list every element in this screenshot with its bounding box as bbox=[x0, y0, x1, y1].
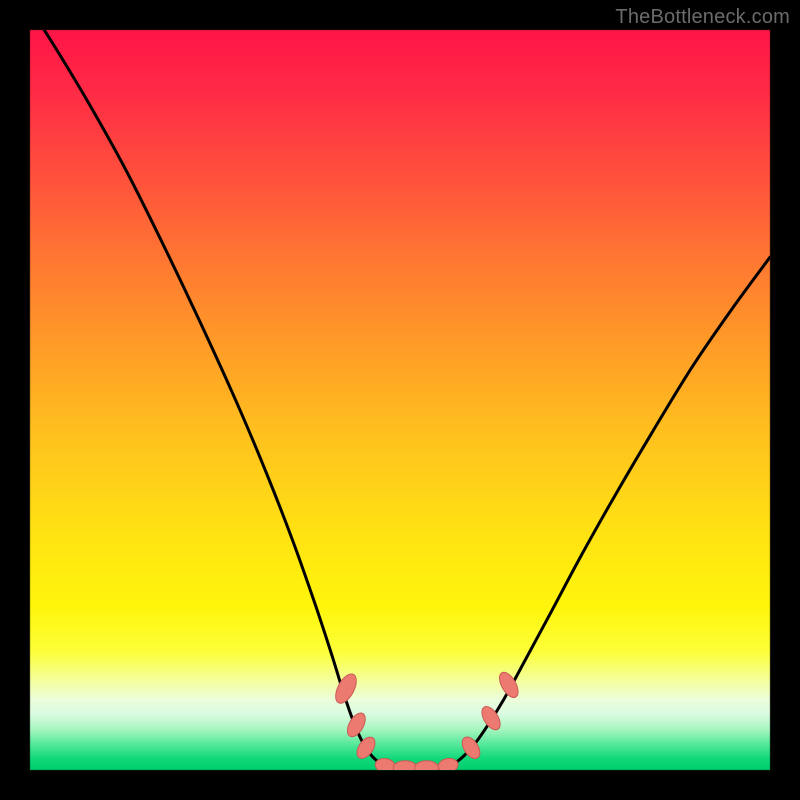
watermark-label: TheBottleneck.com bbox=[615, 6, 790, 29]
chart-stage: TheBottleneck.com bbox=[0, 0, 800, 800]
gradient-background bbox=[0, 0, 800, 800]
